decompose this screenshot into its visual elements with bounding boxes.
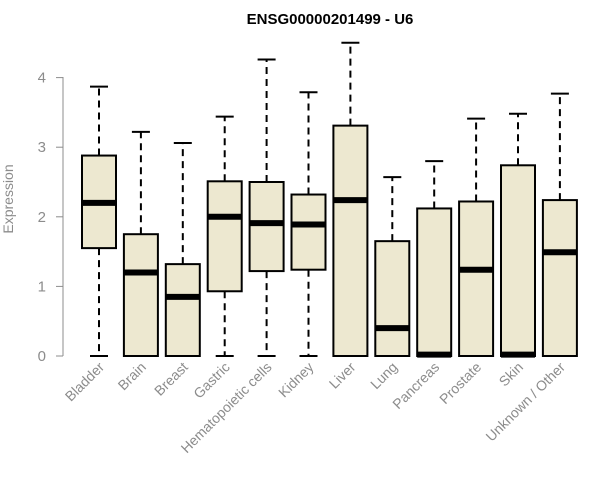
y-tick-label: 2 xyxy=(38,209,46,226)
x-tick-label: Kidney xyxy=(275,359,317,401)
y-tick-label: 4 xyxy=(38,70,46,87)
box xyxy=(374,240,411,357)
box xyxy=(206,180,243,293)
x-tick-label: Bladder xyxy=(62,359,108,405)
box xyxy=(290,193,327,271)
x-tick-label: Lung xyxy=(367,359,400,392)
x-tick-label: Unknown / Other xyxy=(482,359,568,445)
y-axis: 0 1 2 3 4 xyxy=(38,70,63,365)
x-tick-label: Brain xyxy=(115,359,149,393)
x-tick-label: Liver xyxy=(326,359,359,392)
plot-area xyxy=(81,41,578,358)
box xyxy=(500,164,536,357)
box xyxy=(332,124,369,358)
x-tick-label: Breast xyxy=(151,359,191,399)
box xyxy=(248,181,285,273)
x-tick-label: Pancreas xyxy=(389,359,442,412)
y-axis-label: Expression xyxy=(0,164,16,233)
box xyxy=(164,263,201,357)
box xyxy=(122,233,159,357)
y-tick-label: 1 xyxy=(38,278,46,295)
box xyxy=(458,200,495,357)
box xyxy=(416,207,453,357)
chart-title: ENSG00000201499 - U6 xyxy=(247,11,414,28)
x-tick-label: Prostate xyxy=(436,359,484,407)
y-tick-label: 0 xyxy=(38,348,46,365)
y-tick-label: 3 xyxy=(38,139,46,156)
box xyxy=(541,199,578,357)
x-tick-label: Skin xyxy=(496,359,527,390)
